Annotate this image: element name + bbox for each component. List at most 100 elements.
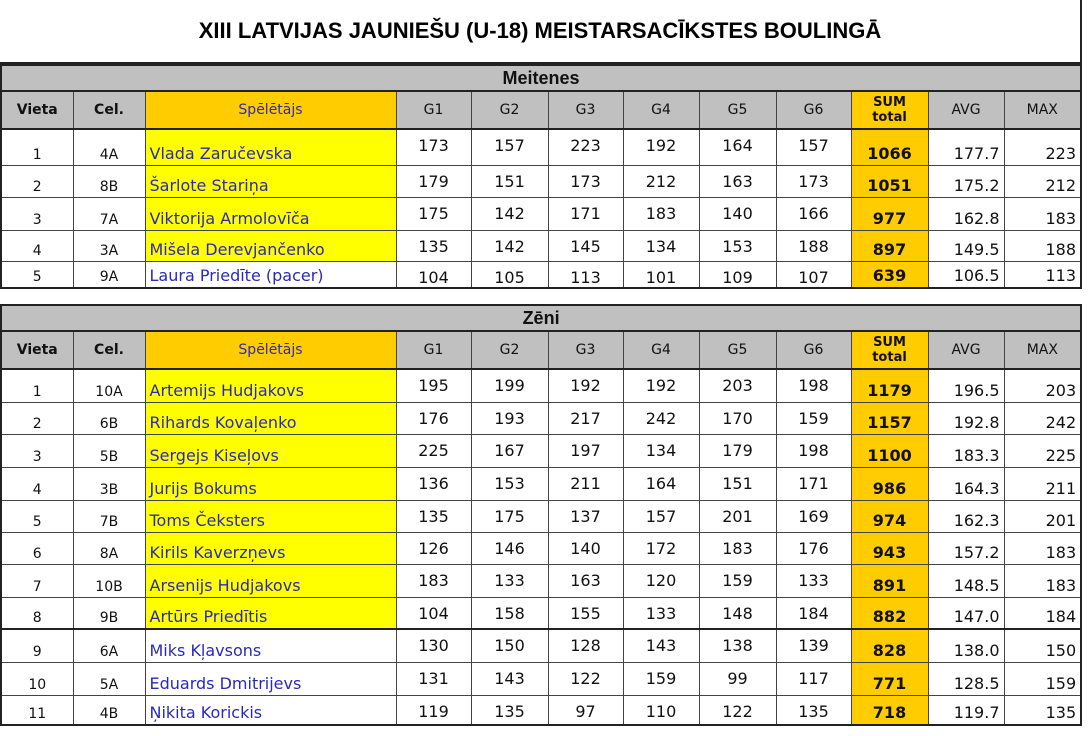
cell-game-3[interactable]: 128 bbox=[547, 628, 624, 663]
cell-game-1[interactable]: 183 bbox=[395, 563, 472, 598]
cell-game-5[interactable]: 203 bbox=[698, 368, 777, 403]
cell-game-4[interactable]: 159 bbox=[622, 661, 700, 696]
cell-avg[interactable]: 196.5 bbox=[927, 368, 1005, 403]
cell-lane[interactable]: 5B bbox=[72, 433, 146, 468]
cell-avg[interactable]: 148.5 bbox=[927, 563, 1005, 598]
cell-game-2[interactable]: 153 bbox=[470, 466, 549, 501]
cell-place[interactable]: 9 bbox=[0, 628, 74, 663]
cell-game-4[interactable]: 143 bbox=[622, 628, 700, 663]
cell-lane[interactable]: 6B bbox=[72, 401, 146, 435]
cell-max[interactable]: 225 bbox=[1003, 433, 1082, 468]
cell-game-4[interactable]: 192 bbox=[622, 128, 700, 166]
cell-game-5[interactable]: 140 bbox=[698, 196, 777, 231]
cell-game-1[interactable]: 176 bbox=[395, 401, 472, 435]
cell-lane[interactable]: 9A bbox=[72, 260, 146, 288]
cell-avg[interactable]: 175.2 bbox=[927, 164, 1005, 198]
cell-player-name[interactable]: Arsenijs Hudjakovs bbox=[144, 563, 397, 598]
cell-game-2[interactable]: 133 bbox=[470, 563, 549, 598]
cell-avg[interactable]: 138.0 bbox=[927, 628, 1005, 663]
cell-max[interactable]: 183 bbox=[1003, 196, 1082, 231]
cell-game-3[interactable]: 192 bbox=[547, 368, 624, 403]
cell-place[interactable]: 6 bbox=[0, 531, 74, 565]
cell-game-3[interactable]: 171 bbox=[547, 196, 624, 231]
cell-place[interactable]: 10 bbox=[0, 661, 74, 696]
cell-game-4[interactable]: 192 bbox=[622, 368, 700, 403]
cell-max[interactable]: 201 bbox=[1003, 499, 1082, 533]
cell-game-2[interactable]: 105 bbox=[470, 260, 549, 288]
cell-place[interactable]: 1 bbox=[0, 368, 74, 403]
cell-game-2[interactable]: 150 bbox=[470, 628, 549, 663]
cell-game-5[interactable]: 159 bbox=[698, 563, 777, 598]
cell-game-4[interactable]: 110 bbox=[622, 694, 700, 726]
cell-avg[interactable]: 192.8 bbox=[927, 401, 1005, 435]
cell-avg[interactable]: 147.0 bbox=[927, 596, 1005, 630]
header-g3[interactable]: G3 bbox=[547, 90, 624, 130]
header-lane[interactable]: Cel. bbox=[72, 90, 146, 130]
header-g4[interactable]: G4 bbox=[622, 330, 700, 370]
cell-game-3[interactable]: 140 bbox=[547, 531, 624, 565]
cell-player-name[interactable]: Vlada Zaručevska bbox=[144, 128, 397, 166]
cell-game-6[interactable]: 117 bbox=[775, 661, 852, 696]
cell-sum-total[interactable]: 828 bbox=[850, 628, 929, 663]
cell-game-3[interactable]: 163 bbox=[547, 563, 624, 598]
cell-sum-total[interactable]: 718 bbox=[850, 694, 929, 726]
cell-game-4[interactable]: 120 bbox=[622, 563, 700, 598]
cell-game-3[interactable]: 145 bbox=[547, 229, 624, 262]
cell-game-1[interactable]: 135 bbox=[395, 229, 472, 262]
cell-place[interactable]: 7 bbox=[0, 563, 74, 598]
cell-max[interactable]: 183 bbox=[1003, 531, 1082, 565]
cell-sum-total[interactable]: 1066 bbox=[850, 128, 929, 166]
cell-game-6[interactable]: 173 bbox=[775, 164, 852, 198]
cell-game-4[interactable]: 164 bbox=[622, 466, 700, 501]
cell-game-1[interactable]: 173 bbox=[395, 128, 472, 166]
header-sum-total[interactable]: SUM total bbox=[850, 90, 929, 130]
cell-place[interactable]: 2 bbox=[0, 164, 74, 198]
cell-sum-total[interactable]: 986 bbox=[850, 466, 929, 501]
cell-lane[interactable]: 6A bbox=[72, 628, 146, 663]
cell-game-5[interactable]: 163 bbox=[698, 164, 777, 198]
cell-game-5[interactable]: 201 bbox=[698, 499, 777, 533]
cell-place[interactable]: 5 bbox=[0, 260, 74, 288]
cell-player-name[interactable]: Rihards Kovaļenko bbox=[144, 401, 397, 435]
cell-game-6[interactable]: 198 bbox=[775, 433, 852, 468]
cell-game-5[interactable]: 170 bbox=[698, 401, 777, 435]
cell-player-name[interactable]: Kirils Kaverzņevs bbox=[144, 531, 397, 565]
cell-sum-total[interactable]: 1100 bbox=[850, 433, 929, 468]
cell-game-6[interactable]: 188 bbox=[775, 229, 852, 262]
header-g4[interactable]: G4 bbox=[622, 90, 700, 130]
cell-game-2[interactable]: 167 bbox=[470, 433, 549, 468]
cell-game-4[interactable]: 157 bbox=[622, 499, 700, 533]
cell-sum-total[interactable]: 891 bbox=[850, 563, 929, 598]
cell-game-6[interactable]: 171 bbox=[775, 466, 852, 501]
cell-game-3[interactable]: 155 bbox=[547, 596, 624, 630]
cell-game-5[interactable]: 138 bbox=[698, 628, 777, 663]
cell-game-6[interactable]: 133 bbox=[775, 563, 852, 598]
cell-place[interactable]: 4 bbox=[0, 229, 74, 262]
header-sum-total[interactable]: SUM total bbox=[850, 330, 929, 370]
cell-max[interactable]: 223 bbox=[1003, 128, 1082, 166]
cell-game-6[interactable]: 139 bbox=[775, 628, 852, 663]
cell-lane[interactable]: 8B bbox=[72, 164, 146, 198]
cell-game-1[interactable]: 131 bbox=[395, 661, 472, 696]
header-g5[interactable]: G5 bbox=[698, 330, 777, 370]
cell-game-3[interactable]: 211 bbox=[547, 466, 624, 501]
cell-lane[interactable]: 7B bbox=[72, 499, 146, 533]
cell-avg[interactable]: 183.3 bbox=[927, 433, 1005, 468]
cell-game-4[interactable]: 172 bbox=[622, 531, 700, 565]
cell-game-1[interactable]: 175 bbox=[395, 196, 472, 231]
cell-place[interactable]: 4 bbox=[0, 466, 74, 501]
cell-max[interactable]: 183 bbox=[1003, 563, 1082, 598]
cell-game-6[interactable]: 198 bbox=[775, 368, 852, 403]
cell-game-6[interactable]: 135 bbox=[775, 694, 852, 726]
cell-game-1[interactable]: 225 bbox=[395, 433, 472, 468]
cell-place[interactable]: 5 bbox=[0, 499, 74, 533]
header-player[interactable]: Spēlētājs bbox=[144, 90, 397, 130]
header-g2[interactable]: G2 bbox=[470, 90, 549, 130]
cell-sum-total[interactable]: 943 bbox=[850, 531, 929, 565]
cell-game-3[interactable]: 113 bbox=[547, 260, 624, 288]
header-g1[interactable]: G1 bbox=[395, 90, 472, 130]
cell-place[interactable]: 3 bbox=[0, 433, 74, 468]
cell-game-3[interactable]: 137 bbox=[547, 499, 624, 533]
cell-max[interactable]: 203 bbox=[1003, 368, 1082, 403]
cell-player-name[interactable]: Artemijs Hudjakovs bbox=[144, 368, 397, 403]
